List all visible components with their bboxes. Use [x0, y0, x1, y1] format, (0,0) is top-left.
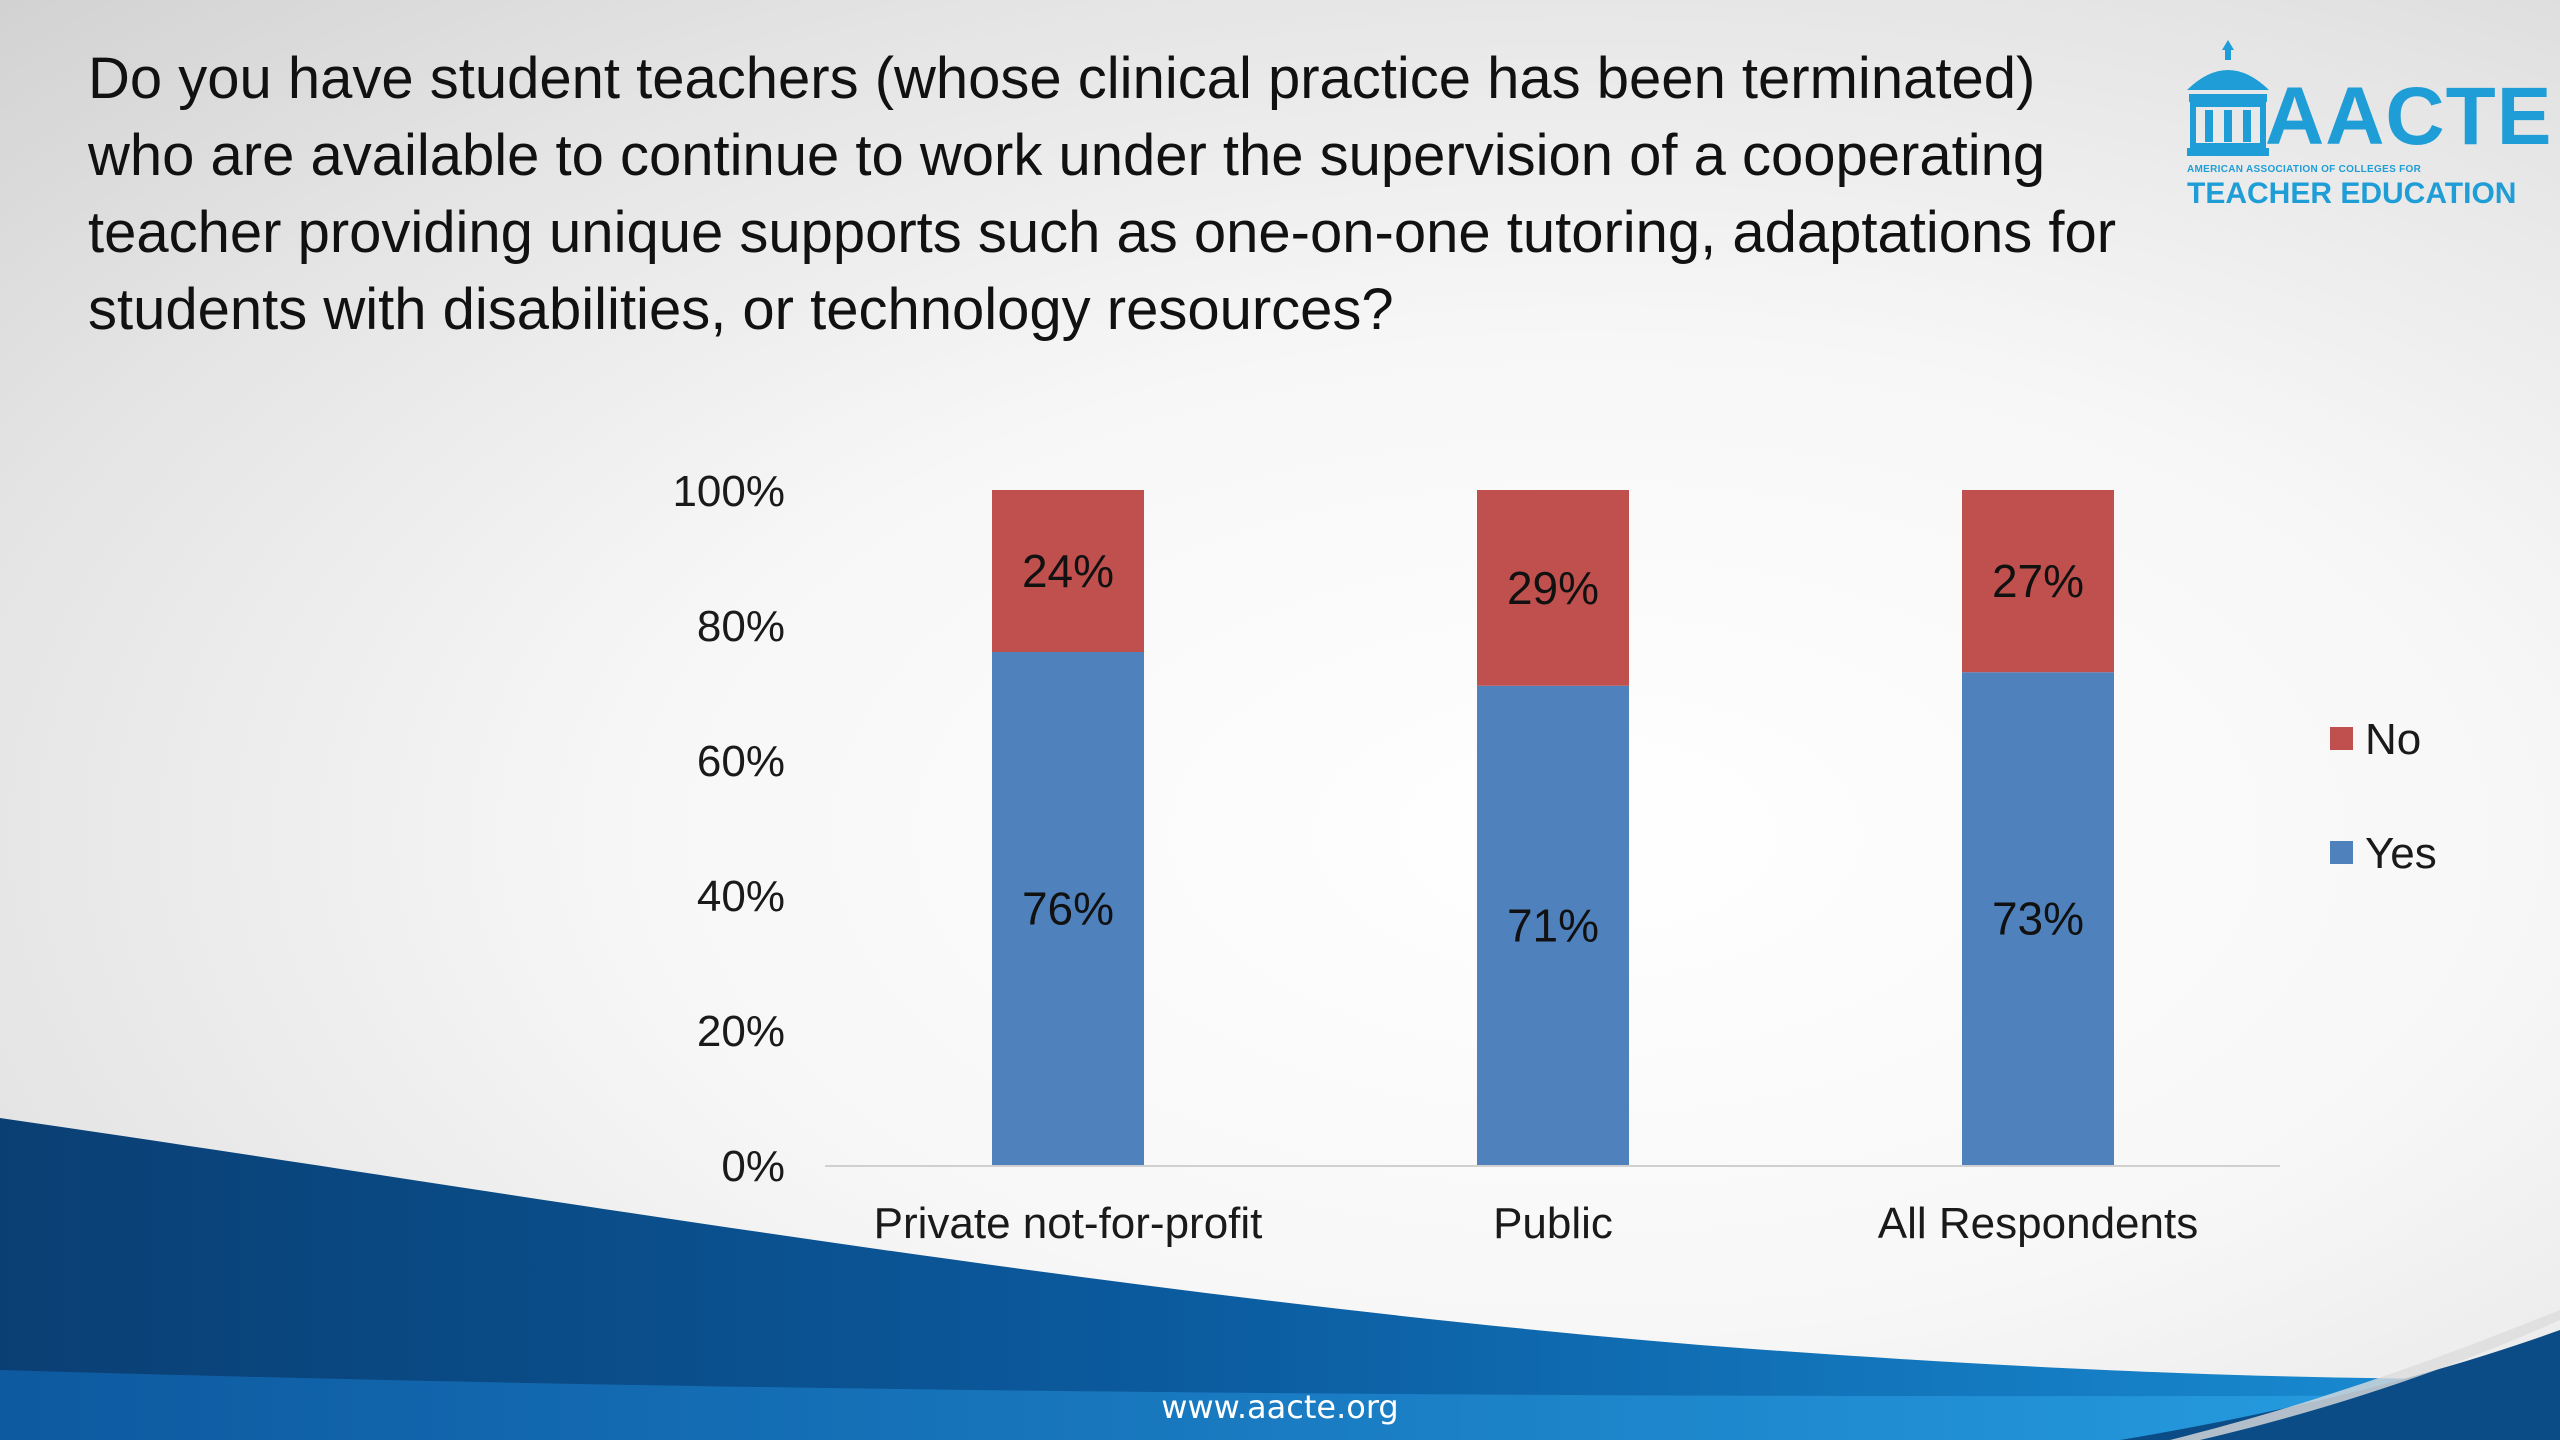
logo-subtitle-2: TEACHER EDUCATION [2187, 177, 2517, 210]
bar-no-0 [992, 490, 1144, 652]
data-label-no: 29% [1507, 562, 1599, 614]
bar-no-1 [1477, 490, 1629, 686]
legend: No Yes [2330, 715, 2437, 878]
bars: 76% 24% 71% 29% 73% 27% [992, 490, 2114, 1165]
data-label-no: 24% [1022, 545, 1114, 597]
x-axis: Private not-for-profit Public All Responde… [874, 1199, 2199, 1248]
x-tick-label: All Respondents [1878, 1199, 2198, 1248]
question-title: Do you have student teachers (whose clin… [88, 46, 2117, 342]
logo-subtitle: AMERICAN ASSOCIATION OF COLLEGES FOR [2187, 164, 2422, 175]
bar-no-2 [1962, 490, 2114, 673]
aacte-logo: AACTE AMERICAN ASSOCIATION OF COLLEGES F… [2175, 32, 2551, 212]
y-tick-label: 20% [697, 1007, 785, 1056]
y-tick-label: 80% [697, 602, 785, 651]
data-label-yes: 76% [1022, 883, 1114, 935]
data-label-no: 27% [1992, 555, 2084, 607]
footer-url: www.aacte.org [1161, 1388, 1399, 1426]
x-tick-label: Private not-for-profit [874, 1199, 1263, 1248]
legend-swatch-no [2330, 727, 2353, 750]
y-tick-label: 0% [721, 1142, 785, 1191]
legend-swatch-yes [2330, 841, 2353, 864]
legend-label-no: No [2365, 715, 2421, 764]
x-tick-label: Public [1493, 1199, 1613, 1248]
y-axis: 0% 20% 40% 60% 80% 100% [672, 467, 785, 1191]
bar-yes-1 [1477, 685, 1629, 1165]
bar-yes-0 [992, 652, 1144, 1165]
logo-name: AACTE [2265, 71, 2553, 162]
bar-yes-2 [1962, 672, 2114, 1165]
data-label-yes: 71% [1507, 899, 1599, 951]
y-tick-label: 60% [697, 737, 785, 786]
legend-label-yes: Yes [2365, 829, 2437, 878]
y-tick-label: 40% [697, 872, 785, 921]
data-label-yes: 73% [1992, 893, 2084, 945]
schoolhouse-icon [2187, 40, 2269, 156]
y-tick-label: 100% [672, 467, 785, 516]
